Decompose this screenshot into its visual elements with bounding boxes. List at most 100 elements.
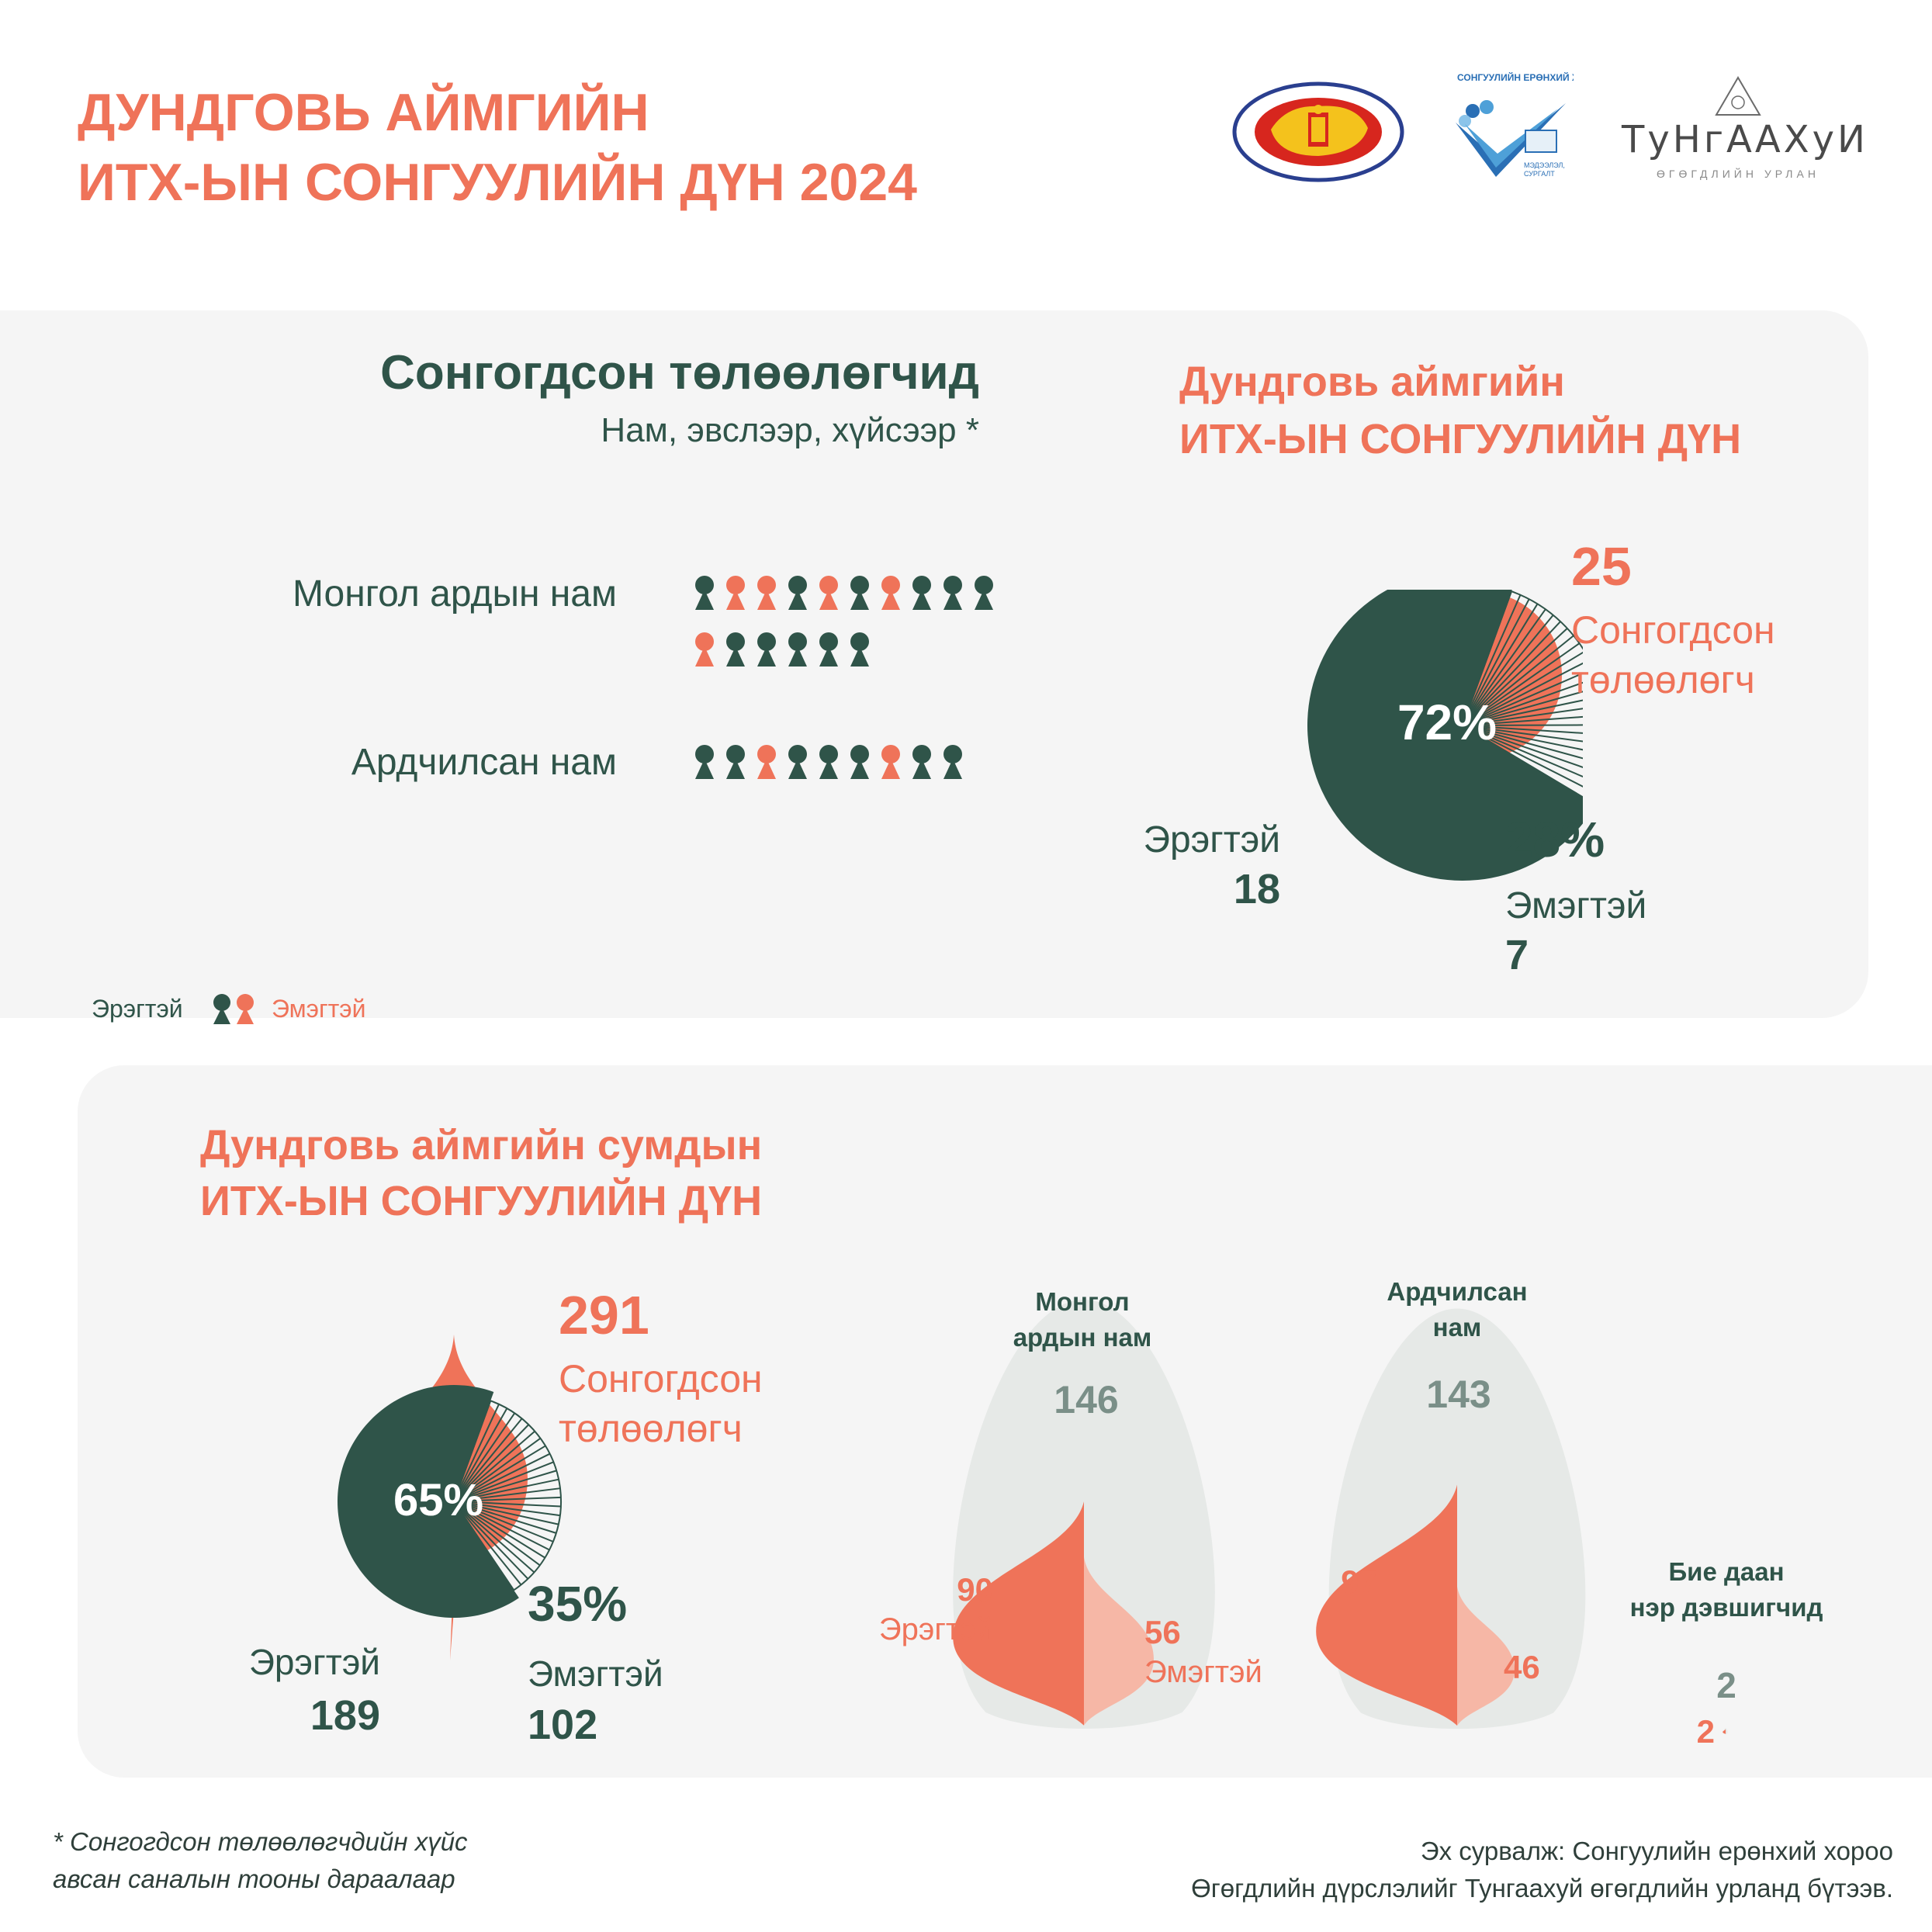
page-title-line2: ИТХ-ЫН СОНГУУЛИЙН ДҮН 2024 [78, 153, 917, 212]
hatch-line [1462, 708, 1583, 726]
male-person-icon [943, 576, 962, 610]
soum-party-name-dp: Ардчилсан нам [1387, 1277, 1528, 1342]
hatch-line [453, 1437, 542, 1502]
tungaahui-emblem-icon [1715, 76, 1761, 116]
soum-total-label-line2: төлөөлөгч [559, 1407, 743, 1450]
aimag-total-label: Сонгогдсон төлөөлөгч [1571, 605, 1775, 705]
hatch-line [453, 1501, 550, 1551]
hatch-line [453, 1412, 516, 1502]
female-share-outline [452, 1400, 562, 1591]
page-title: ДУНДГОВЬ АЙМГИЙН ИТХ-ЫН СОНГУУЛИЙН ДҮН 2… [78, 78, 917, 217]
aimag-title-line2: ИТХ-ЫН СОНГУУЛИЙН ДҮН [1179, 416, 1742, 462]
soum-title: Дундговь аймгийн сумдын ИТХ-ЫН СОНГУУЛИЙ… [200, 1117, 762, 1229]
hatch-line [453, 1501, 541, 1567]
tungaahui-subtitle: ӨГӨГДЛИЙН УРЛАН [1657, 168, 1819, 180]
party-drop-charts [953, 1300, 1728, 1734]
male-person-icon [757, 632, 776, 667]
hatch-line [1462, 691, 1583, 726]
female-person-icon [881, 576, 900, 610]
male-person-icon [975, 576, 993, 610]
female-person-icon [757, 745, 776, 779]
male-person-icon [850, 632, 869, 667]
male-person-icon [788, 632, 807, 667]
legend-icons [213, 994, 254, 1024]
hatch-line [1462, 725, 1583, 760]
hatch-line [1462, 725, 1583, 778]
male-share-pct-label: 72% [1397, 694, 1497, 750]
aimag-title: Дундговь аймгийн ИТХ-ЫН СОНГУУЛИЙН ДҮН [1179, 353, 1741, 468]
female-person-icon [819, 576, 838, 610]
male-person-icon [943, 745, 962, 779]
male-share-slice [338, 1385, 519, 1618]
hatch-line [453, 1501, 559, 1525]
soum-female-count: 102 [528, 1702, 598, 1748]
independent-total: 2 [1716, 1665, 1736, 1705]
checkmark-logo: СОНГУУЛИЙН ЕРӨНХИЙ ХОРОО МЭДЭЭЛЭЛ, СУРГА… [1456, 71, 1574, 178]
tungaahui-wordmark: ТуНгААХуИ [1622, 118, 1868, 161]
aimag-total: 25 [1571, 536, 1632, 597]
hatch-line [453, 1424, 529, 1502]
hatch-line [1462, 725, 1583, 751]
aimag-female-pct: 28% [1505, 812, 1605, 867]
dp-male-count: 97 [1341, 1563, 1377, 1600]
soum-drop-pie-chart: 65% [338, 1335, 562, 1660]
dp-total: 143 [1426, 1373, 1491, 1416]
male-person-icon [695, 576, 714, 610]
hatch-line [453, 1404, 500, 1502]
soum-party-name-mpp: Монгол ардын нам [1013, 1287, 1152, 1352]
soum-total: 291 [559, 1285, 649, 1345]
soum-female-pct: 35% [528, 1576, 628, 1632]
hatch-line [453, 1501, 554, 1542]
hatch-line [1462, 725, 1583, 788]
soum-party-name-independent: Бие даан нэр дэвшигчид [1629, 1557, 1823, 1622]
hatch-line [1462, 725, 1583, 734]
dp-female-count: 46 [1504, 1649, 1540, 1685]
female-share-outline [1461, 590, 1583, 798]
hatch-line [1462, 642, 1581, 726]
aimag-female-count: 7 [1505, 932, 1529, 978]
soum-total-label: Сонгогдсон төлөөлөгч [559, 1354, 763, 1453]
svg-text:СОНГУУЛИЙН ЕРӨНХИЙ ХОРОО: СОНГУУЛИЙН ЕРӨНХИЙ ХОРОО [1457, 71, 1574, 83]
legend-female-label: Эмэгтэй [272, 995, 366, 1023]
mpp-female-count: 56 [1144, 1614, 1181, 1650]
hatch-line [1462, 651, 1583, 726]
hatch-line [453, 1501, 557, 1534]
hatch-line [1462, 672, 1583, 726]
hatch-line [453, 1478, 559, 1502]
hatch-line [453, 1407, 508, 1502]
female-person-icon [881, 745, 900, 779]
svg-text:СУРГАЛТ: СУРГАЛТ [1524, 170, 1555, 178]
mpp-male-label: Эрэгтэй [878, 1612, 993, 1646]
source-note: Эх сурвалж: Сонгуулийн ерөнхий хороо Өгө… [1191, 1837, 1893, 1903]
hatch-line [453, 1445, 546, 1502]
hatch-line [453, 1418, 523, 1502]
aimag-total-label-line2: төлөөлөгч [1571, 658, 1755, 701]
party-label-dp: Ардчилсан нам [351, 742, 617, 783]
tungaahui-logo: ТуНгААХуИ ӨГӨГДЛИЙН УРЛАН [1622, 71, 1868, 188]
soum-female-label: Эмэгтэй [528, 1653, 663, 1694]
party-label-mpp: Монгол ардын нам [292, 573, 617, 615]
hatch-line [453, 1496, 561, 1502]
hatch-line [453, 1501, 561, 1508]
soum-male-label: Эрэгтэй [248, 1642, 380, 1682]
page-title-line1: ДУНДГОВЬ АЙМГИЙН [78, 83, 649, 142]
soum-title-line1: Дундговь аймгийн сумдын [200, 1122, 763, 1169]
legend-male-icon [213, 994, 230, 1024]
hatch-line [453, 1487, 561, 1502]
legend-female-icon [237, 994, 254, 1024]
male-person-icon [788, 576, 807, 610]
hatch-line [453, 1501, 522, 1586]
mpp-total: 146 [1054, 1378, 1119, 1421]
hatch-line [1462, 715, 1583, 726]
male-share-slice [1307, 590, 1583, 881]
hatch-line [1462, 628, 1568, 726]
male-person-icon [695, 745, 714, 779]
independent-male-count: 2 [1696, 1713, 1715, 1750]
hatch-line [453, 1430, 535, 1502]
hatch-line [1462, 725, 1583, 743]
male-person-icon [819, 745, 838, 779]
aimag-title-line1: Дундговь аймгийн [1179, 358, 1565, 405]
male-half-drop [1723, 1729, 1726, 1734]
aimag-male-label: Эрэгтэй [1143, 819, 1280, 860]
male-half-drop [1316, 1484, 1457, 1726]
